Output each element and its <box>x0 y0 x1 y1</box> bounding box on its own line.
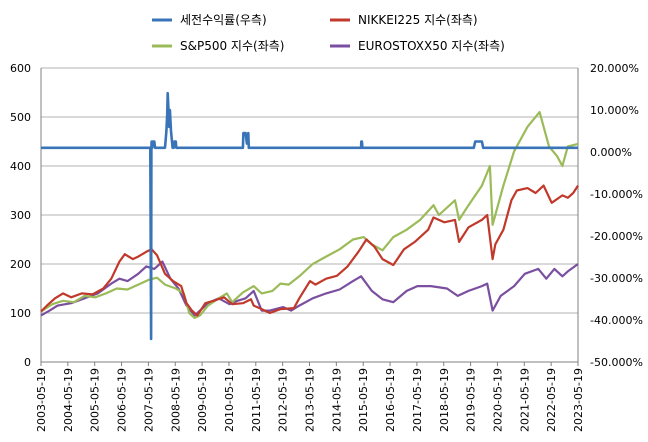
x-tick-label: 2014-05-19 <box>330 368 343 432</box>
legend-label: 세전수익률(우측) <box>180 13 267 27</box>
x-tick-label: 2020-05-19 <box>491 368 504 432</box>
x-tick-label: 2011-05-19 <box>250 368 263 432</box>
x-tick-label: 2016-05-19 <box>384 368 397 432</box>
legend-label: EUROSTOXX50 지수(좌측) <box>358 39 505 53</box>
left-tick-label: 600 <box>10 62 31 75</box>
x-tick-label: 2007-05-19 <box>142 368 155 432</box>
left-tick-label: 500 <box>10 111 31 124</box>
x-tick-label: 2005-05-19 <box>89 368 102 432</box>
gridlines <box>41 67 578 314</box>
x-axis-tick-labels: 2003-05-19 2004-05-19 2005-05-19 2006-05-19… <box>35 362 585 432</box>
right-tick-label: -10.000% <box>590 188 643 201</box>
x-tick-label: 2017-05-19 <box>411 368 424 432</box>
legend: 세전수익률(우측) NIKKEI225 지수(좌측) S&P500 지수(좌측) EU… <box>152 13 505 53</box>
x-tick-label: 2003-05-19 <box>35 368 48 432</box>
x-tick-label: 2018-05-19 <box>438 368 451 432</box>
right-axis-tick-labels: -50.000% -40.000% -30.000% -20.000% -10.000%… <box>590 62 643 369</box>
left-tick-label: 400 <box>10 160 31 173</box>
right-tick-label: 0.000% <box>590 146 632 159</box>
right-tick-label: 10.000% <box>590 104 639 117</box>
x-tick-label: 2008-05-19 <box>169 368 182 432</box>
x-tick-label: 2004-05-19 <box>62 368 75 432</box>
series-line-2 <box>40 110 579 319</box>
right-tick-label: -30.000% <box>590 272 643 285</box>
x-tick-label: 2010-05-19 <box>223 368 236 432</box>
x-tick-label: 2009-05-19 <box>196 368 209 432</box>
right-tick-label: 20.000% <box>590 62 639 75</box>
x-tick-label: 2006-05-19 <box>116 368 129 432</box>
x-tick-label: 2015-05-19 <box>357 368 370 432</box>
x-tick-label: 2023-05-19 <box>572 368 585 432</box>
left-tick-label: 100 <box>10 307 31 320</box>
right-tick-label: -40.000% <box>590 314 643 327</box>
right-tick-label: -20.000% <box>590 230 643 243</box>
legend-label: NIKKEI225 지수(좌측) <box>358 13 478 27</box>
left-tick-label: 300 <box>10 209 31 222</box>
left-tick-label: 200 <box>10 258 31 271</box>
series-line-1 <box>40 184 579 317</box>
x-tick-label: 2012-05-19 <box>277 368 290 432</box>
x-tick-label: 2019-05-19 <box>465 368 478 432</box>
right-tick-label: -50.000% <box>590 356 643 369</box>
x-tick-label: 2021-05-19 <box>518 368 531 432</box>
series-line-3 <box>40 260 579 317</box>
left-axis-tick-labels: 0 100 200 300 400 500 600 <box>10 62 31 369</box>
x-tick-label: 2013-05-19 <box>304 368 317 432</box>
legend-label: S&P500 지수(좌측) <box>180 39 284 53</box>
series-lines <box>40 91 579 341</box>
series-line-0 <box>41 91 578 341</box>
left-tick-label: 0 <box>24 356 31 369</box>
x-tick-label: 2022-05-19 <box>545 368 558 432</box>
